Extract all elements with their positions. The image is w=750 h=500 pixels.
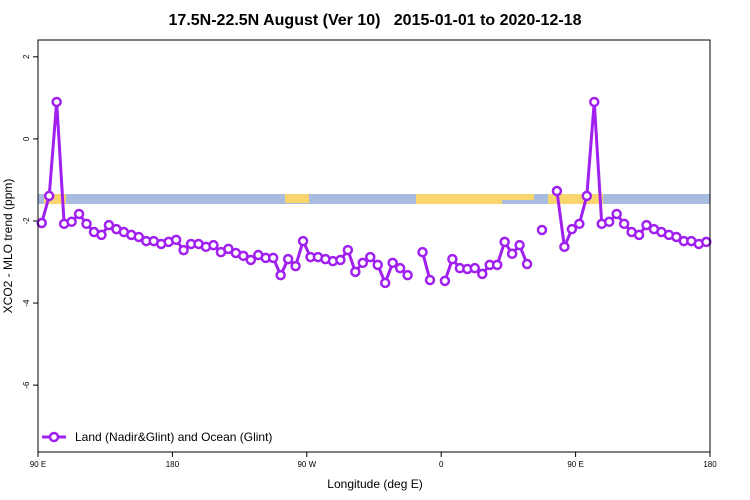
data-point — [671, 231, 682, 243]
data-point — [282, 253, 294, 265]
data-point — [133, 231, 145, 243]
data-point — [350, 266, 361, 278]
data-point — [335, 254, 346, 266]
data-point — [66, 216, 77, 228]
data-point — [394, 262, 406, 274]
data-point — [342, 244, 354, 256]
y-tick-label: -2 — [22, 217, 31, 225]
data-point — [566, 223, 578, 235]
data-point — [51, 96, 62, 108]
data-point — [297, 235, 309, 247]
data-point — [379, 277, 391, 289]
x-tick-label: 90 W — [297, 460, 316, 469]
data-point — [365, 251, 376, 263]
data-point — [238, 250, 249, 262]
data-point — [551, 185, 563, 197]
data-point — [559, 241, 570, 253]
data-point — [439, 275, 451, 287]
data-point — [499, 236, 510, 248]
data-point — [275, 269, 286, 281]
data-point — [178, 244, 189, 256]
plot-area: 90 E 180 90 W 0 90 E 180 2 0 -2 -4 -6 Land (Nadir&G… — [22, 54, 717, 469]
x-tick-label: 90 E — [567, 460, 583, 469]
data-point — [387, 257, 398, 269]
data-point — [521, 258, 533, 270]
data-point — [290, 260, 301, 272]
y-tick-label: -6 — [22, 381, 31, 389]
data-point — [641, 219, 652, 231]
x-tick-label: 180 — [703, 460, 717, 469]
data-point — [208, 239, 219, 251]
data-point — [618, 218, 630, 230]
data-point — [36, 217, 47, 229]
y-axis-label: XCO2 - MLO trend (ppm) — [1, 179, 15, 314]
data-point — [603, 216, 615, 228]
data-point — [424, 274, 436, 286]
x-tick-label: 90 E — [30, 460, 46, 469]
data-point — [536, 224, 548, 236]
land-mask-strip — [38, 194, 710, 204]
data-point — [514, 239, 525, 251]
plot-frame — [37, 39, 711, 453]
x-tick-label: 0 — [439, 460, 444, 469]
data-point — [506, 248, 518, 260]
chart-title: 17.5N-22.5N August (Ver 10) 2015-01-01 t… — [169, 12, 582, 29]
x-tick-label: 180 — [166, 460, 180, 469]
data-point — [491, 259, 503, 271]
data-point — [589, 96, 600, 108]
data-point — [447, 253, 458, 265]
data-point — [81, 218, 92, 230]
data-point — [267, 252, 279, 264]
y-tick-label: -4 — [22, 299, 31, 307]
data-point — [372, 259, 383, 271]
y-tick-label: 2 — [22, 54, 31, 59]
data-point — [96, 229, 107, 241]
data-point — [581, 190, 593, 202]
data-point — [417, 246, 428, 258]
data-point — [477, 268, 488, 280]
data-point — [43, 190, 55, 202]
x-axis-label: Longitude (deg E) — [327, 477, 422, 491]
data-point — [611, 208, 622, 220]
data-point — [701, 236, 712, 248]
data-point — [223, 243, 234, 255]
data-point — [357, 257, 369, 269]
legend-marker — [48, 431, 60, 443]
y-tick-label: 0 — [22, 136, 31, 141]
data-point — [402, 269, 413, 281]
data-point — [73, 208, 85, 220]
data-point — [170, 234, 182, 246]
data-point — [633, 229, 645, 241]
data-point — [103, 219, 115, 231]
data-point — [574, 218, 585, 230]
data-point — [469, 262, 481, 274]
data-point — [245, 254, 257, 266]
legend-label: Land (Nadir&Glint) and Ocean (Glint) — [75, 430, 272, 444]
